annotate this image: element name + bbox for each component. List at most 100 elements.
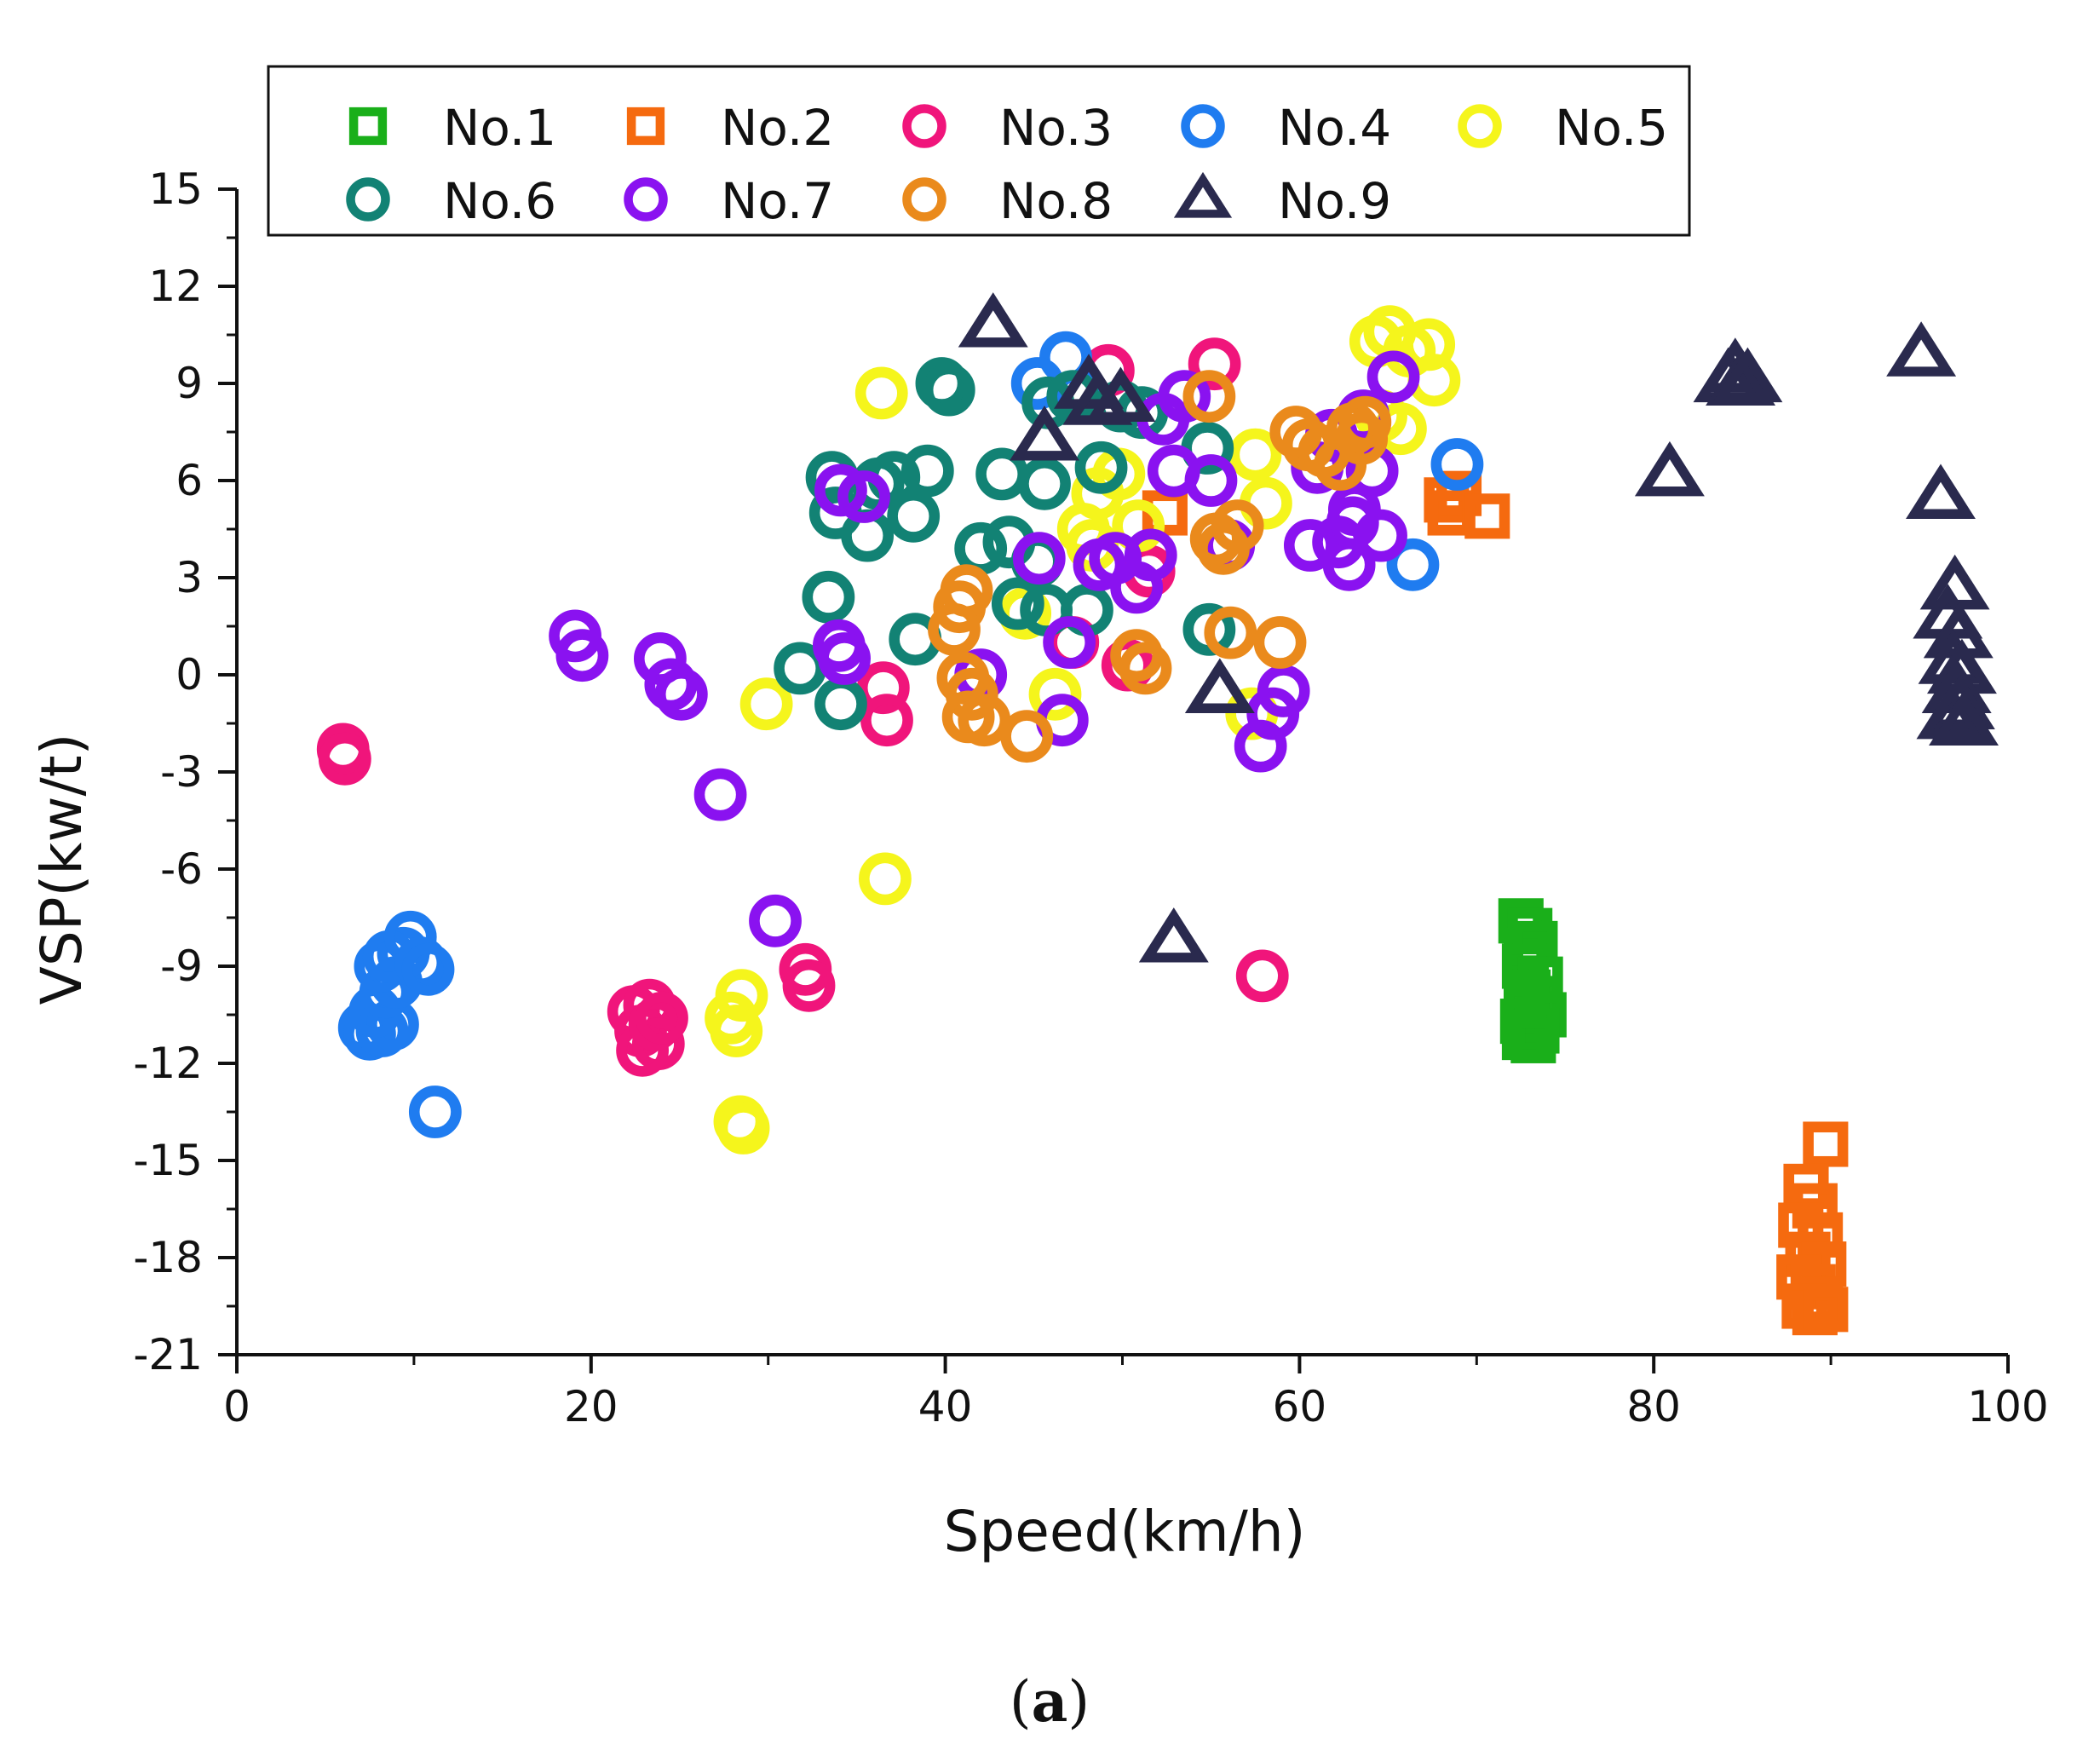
legend-label: No.9 xyxy=(1278,172,1391,230)
legend-label: No.7 xyxy=(721,172,834,230)
data-point xyxy=(1355,509,1407,562)
legend-item: No.3 xyxy=(902,99,1113,157)
data-point xyxy=(1402,318,1456,371)
data-point xyxy=(1430,438,1484,491)
data-point xyxy=(1712,347,1783,403)
data-point xyxy=(318,732,371,786)
data-point xyxy=(1188,337,1241,391)
x-tick-label: 80 xyxy=(1626,1382,1681,1431)
data-point xyxy=(1464,493,1510,539)
legend-item: No.7 xyxy=(624,172,834,230)
legend-item: No.5 xyxy=(1458,99,1668,157)
series-no-8 xyxy=(928,370,1392,763)
legend-marker xyxy=(902,177,946,222)
data-point xyxy=(818,632,871,685)
x-tick-label: 20 xyxy=(564,1382,618,1431)
data-point xyxy=(1119,642,1172,695)
x-tick-label: 0 xyxy=(223,1382,250,1431)
legend-item: No.6 xyxy=(346,172,556,230)
data-point xyxy=(1803,1121,1849,1167)
data-point xyxy=(1074,440,1128,494)
data-point xyxy=(802,570,855,624)
caption-open-paren: ( xyxy=(1010,1669,1032,1735)
data-point xyxy=(928,602,981,656)
legend-item: No.2 xyxy=(626,99,834,157)
data-point xyxy=(1043,616,1096,669)
axes-layer xyxy=(235,189,2008,1356)
y-tick-label: -21 xyxy=(133,1330,203,1379)
data-point xyxy=(1253,616,1307,669)
y-tick-label: -3 xyxy=(160,747,203,797)
data-point xyxy=(900,444,954,498)
data-point xyxy=(991,577,1044,631)
data-point xyxy=(716,1102,770,1155)
data-point xyxy=(782,959,836,1012)
data-point xyxy=(1335,412,1389,465)
data-point xyxy=(1182,370,1236,423)
y-tick-label: -15 xyxy=(133,1136,203,1185)
data-point xyxy=(1283,519,1337,572)
legend-label: No.8 xyxy=(999,172,1113,230)
data-point xyxy=(408,1085,462,1138)
figure-caption: (a) xyxy=(1010,1668,1090,1735)
y-tick-label: -12 xyxy=(133,1039,203,1088)
x-tick-label: 100 xyxy=(1967,1382,2048,1431)
data-point xyxy=(856,661,910,715)
series-no-1 xyxy=(1498,898,1567,1063)
data-point xyxy=(1182,602,1236,656)
data-point xyxy=(1510,1017,1556,1063)
data-point xyxy=(693,768,747,821)
data-point xyxy=(887,489,941,543)
data-point xyxy=(715,969,768,1022)
y-axis-title: VSP(kw/t) xyxy=(29,734,95,1005)
data-point xyxy=(945,667,998,721)
data-point xyxy=(1257,665,1310,717)
data-point xyxy=(739,677,793,731)
data-point xyxy=(1028,667,1082,721)
data-point xyxy=(859,852,912,906)
x-axis-title: Speed(km/h) xyxy=(944,1499,1306,1564)
data-point xyxy=(1124,528,1177,582)
data-point xyxy=(1184,454,1238,507)
data-point xyxy=(922,363,975,417)
data-point xyxy=(1366,350,1420,404)
data-point xyxy=(854,366,908,420)
legend-item: No.4 xyxy=(1181,99,1391,157)
data-point xyxy=(1386,538,1440,591)
legend-label: No.5 xyxy=(1555,99,1668,157)
data-point xyxy=(1916,683,1987,740)
y-tick-label: 0 xyxy=(175,650,203,700)
y-tick-label: -6 xyxy=(160,844,203,894)
series-no-9 xyxy=(958,292,1999,963)
marks-layer xyxy=(316,292,1999,1336)
legend-box xyxy=(267,65,1691,237)
legend-marker xyxy=(624,177,668,222)
caption-close-paren: ) xyxy=(1067,1669,1090,1735)
data-point xyxy=(1326,496,1379,550)
x-tick-label: 60 xyxy=(1273,1382,1327,1431)
data-point xyxy=(710,1005,763,1057)
data-point xyxy=(636,991,688,1045)
data-point xyxy=(1010,406,1080,461)
legend-marker xyxy=(346,177,390,222)
data-point xyxy=(401,942,455,996)
data-point xyxy=(814,464,867,517)
legend-label: No.6 xyxy=(443,172,556,230)
legend-label: No.1 xyxy=(443,99,556,157)
data-point xyxy=(1929,690,1999,746)
data-point xyxy=(644,658,698,711)
legend-marker xyxy=(1458,104,1502,148)
data-point xyxy=(1184,658,1255,713)
y-tick-label: 3 xyxy=(175,553,203,602)
legend-marker xyxy=(902,104,946,148)
data-point xyxy=(555,629,609,682)
data-point xyxy=(654,667,708,721)
data-point xyxy=(1138,907,1209,963)
legend-item: No.9 xyxy=(1173,171,1391,230)
data-point xyxy=(958,694,1011,747)
legend-marker xyxy=(348,107,388,146)
y-tick-label: 6 xyxy=(175,456,203,505)
data-point xyxy=(1012,532,1066,585)
